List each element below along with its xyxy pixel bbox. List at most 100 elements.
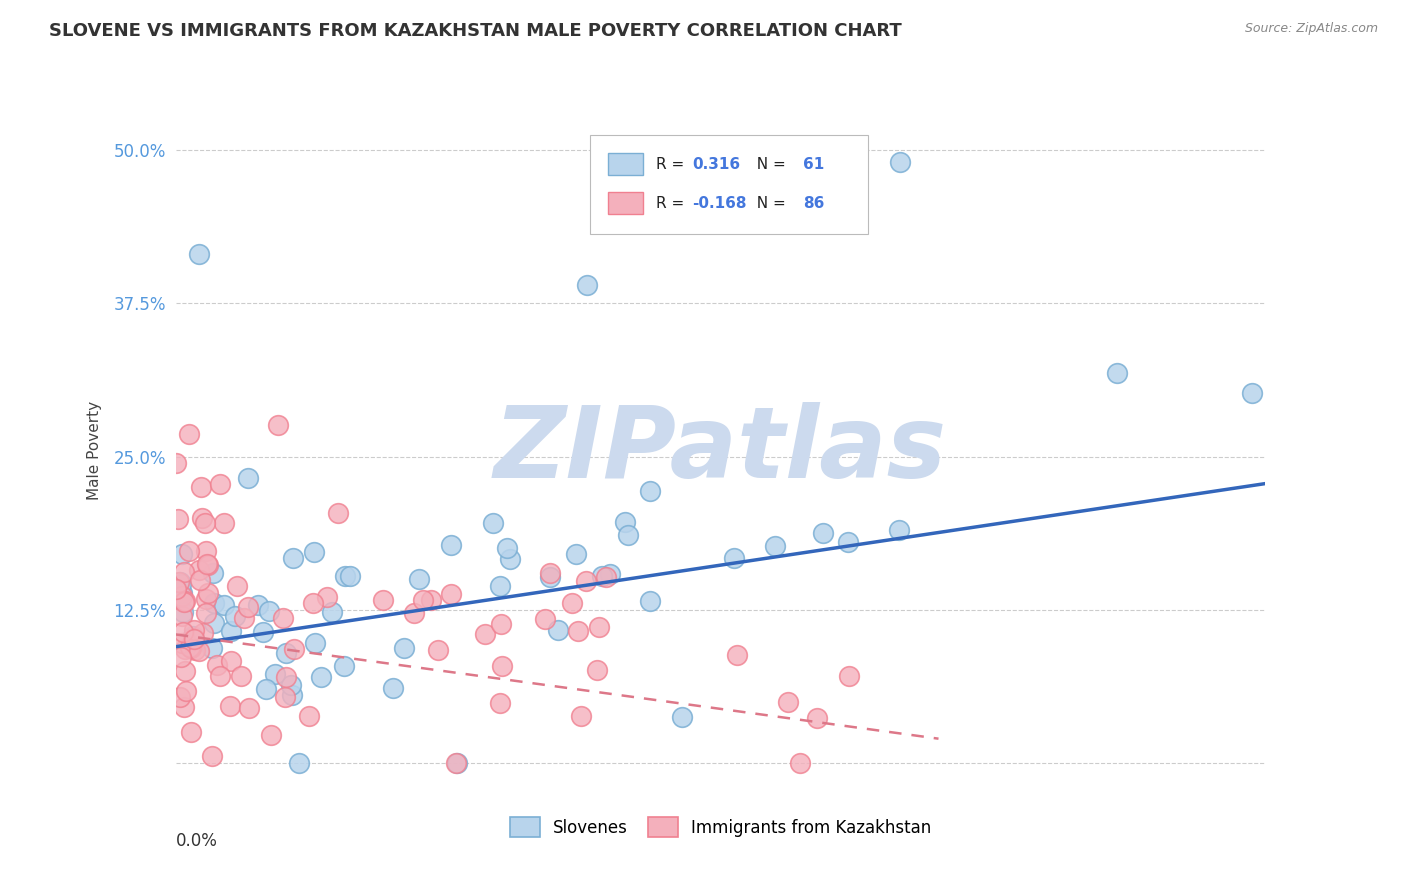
Text: R =: R = <box>657 195 689 211</box>
Text: 86: 86 <box>803 195 825 211</box>
Point <box>489 616 512 631</box>
Point <box>195 592 218 607</box>
Point <box>219 624 242 638</box>
Point <box>170 650 193 665</box>
Point <box>173 595 195 609</box>
Point <box>595 570 617 584</box>
Point <box>440 587 463 601</box>
Point <box>488 696 510 710</box>
Point <box>776 695 799 709</box>
Point <box>172 624 194 639</box>
Point <box>444 756 467 771</box>
Text: SLOVENE VS IMMIGRANTS FROM KAZAKHSTAN MALE POVERTY CORRELATION CHART: SLOVENE VS IMMIGRANTS FROM KAZAKHSTAN MA… <box>49 22 903 40</box>
Point <box>408 573 430 587</box>
Point <box>567 624 589 638</box>
Point <box>184 643 207 657</box>
Point <box>264 666 287 681</box>
Point <box>723 551 745 566</box>
Point <box>187 563 209 577</box>
Point <box>188 644 211 658</box>
Point <box>373 593 395 607</box>
Point <box>172 586 194 600</box>
Point <box>238 599 260 614</box>
Point <box>638 594 661 608</box>
Point <box>321 605 343 619</box>
Point <box>219 699 242 714</box>
Text: ZIPatlas: ZIPatlas <box>494 402 948 499</box>
Point <box>599 567 621 582</box>
Point <box>446 756 468 771</box>
Point <box>224 608 246 623</box>
Point <box>288 756 311 771</box>
Point <box>311 671 333 685</box>
Point <box>763 539 786 553</box>
Text: 61: 61 <box>803 157 825 171</box>
Point <box>561 596 583 610</box>
Point <box>538 570 561 584</box>
Point <box>166 511 188 525</box>
Point <box>565 547 588 561</box>
Point <box>499 552 522 566</box>
Text: R =: R = <box>657 157 689 171</box>
Point <box>588 620 610 634</box>
Point <box>236 471 259 485</box>
Point <box>339 569 361 583</box>
Point <box>197 558 219 572</box>
Point <box>174 593 197 607</box>
Point <box>326 506 349 520</box>
Point <box>671 709 693 723</box>
Point <box>219 654 242 668</box>
Text: N =: N = <box>747 157 790 171</box>
Point <box>195 543 218 558</box>
Point <box>205 657 228 672</box>
Point <box>271 611 294 625</box>
Point <box>176 683 198 698</box>
Point <box>229 669 252 683</box>
Point <box>170 636 193 650</box>
Point <box>725 648 748 662</box>
Y-axis label: Male Poverty: Male Poverty <box>87 401 103 500</box>
Point <box>333 659 356 673</box>
Legend: Slovenes, Immigrants from Kazakhstan: Slovenes, Immigrants from Kazakhstan <box>503 810 938 844</box>
Point <box>304 636 326 650</box>
Point <box>172 589 194 603</box>
Point <box>440 538 463 552</box>
Point <box>276 670 298 684</box>
Point <box>194 516 217 530</box>
Point <box>174 641 197 656</box>
Point <box>174 664 197 678</box>
Point <box>333 568 356 582</box>
Point <box>638 484 661 499</box>
Point <box>887 524 910 538</box>
Point <box>165 456 187 470</box>
Point <box>172 605 194 619</box>
Point <box>195 607 218 621</box>
Point <box>191 511 214 525</box>
Point <box>281 550 304 565</box>
Point <box>183 632 205 646</box>
Point <box>576 277 599 292</box>
Point <box>202 615 225 630</box>
Point <box>412 593 434 607</box>
Point <box>183 632 205 646</box>
Point <box>190 480 212 494</box>
Point <box>813 526 835 541</box>
Point <box>181 631 204 645</box>
Point <box>496 541 519 555</box>
Point <box>315 591 337 605</box>
Point <box>274 690 297 705</box>
Point <box>169 575 191 590</box>
Point <box>201 641 224 656</box>
Point <box>280 678 302 692</box>
Point <box>212 516 235 531</box>
Point <box>181 629 204 643</box>
Point <box>173 700 195 714</box>
Point <box>889 155 911 169</box>
Point <box>170 547 193 561</box>
Point <box>170 577 193 591</box>
Point <box>183 624 205 638</box>
Point <box>420 593 443 607</box>
Point <box>180 724 202 739</box>
Point <box>177 543 200 558</box>
Point <box>197 586 219 600</box>
